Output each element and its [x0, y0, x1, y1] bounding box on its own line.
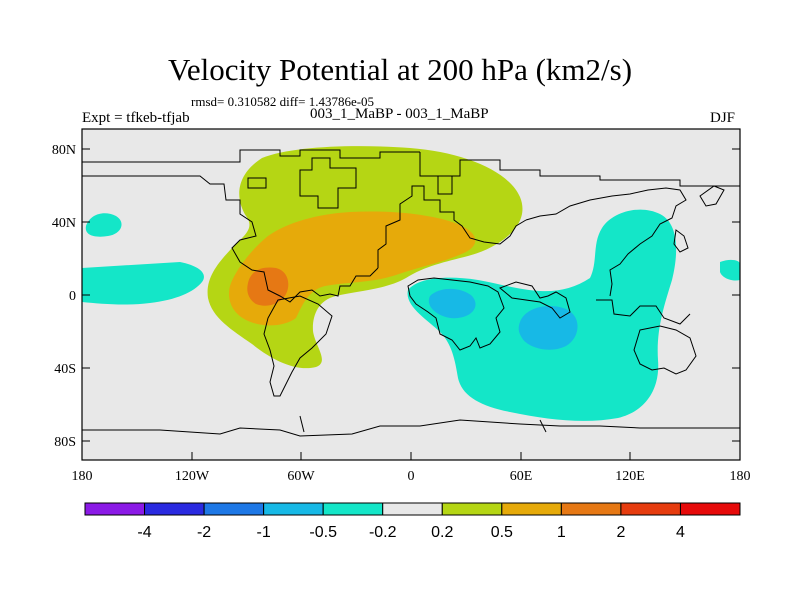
colorbar-label: 4 — [676, 524, 685, 541]
negative-region-0-5-africa — [428, 288, 476, 319]
comparison-label: 003_1_MaBP - 003_1_MaBP — [310, 106, 489, 122]
lat-label-80n: 80N — [52, 143, 76, 158]
negative-region-0-5-ocean — [518, 306, 578, 350]
coastlines — [82, 149, 740, 437]
lon-ticks — [81, 452, 741, 460]
colorbar-label: 1 — [557, 524, 566, 541]
lat-label-40s: 40S — [54, 362, 76, 377]
lat-label-40n: 40N — [52, 216, 76, 231]
lat-label-0: 0 — [69, 289, 76, 304]
colorbar-swatch — [144, 502, 205, 516]
colorbar-label: 0.5 — [491, 524, 513, 541]
negative-region-0-2-west — [82, 262, 204, 305]
colorbar-swatch — [322, 502, 384, 516]
plot-title: Velocity Potential at 200 hPa (km2/s) — [167, 52, 633, 87]
positive-region-1 — [247, 267, 289, 306]
colorbar-swatch — [679, 502, 741, 516]
colorbar-label: -2 — [197, 524, 211, 541]
colorbar-label: 0.2 — [431, 524, 453, 541]
lon-label-120w: 120W — [175, 469, 210, 484]
season-label: DJF — [710, 110, 736, 126]
colorbar-swatch — [203, 502, 265, 516]
stats-line: rmsd= 0.310582 diff= 1.43786e-05 — [191, 94, 375, 109]
colorbar-label: 2 — [616, 524, 625, 541]
negative-region-0-2-far-east — [720, 259, 740, 281]
colorbar-swatch — [441, 502, 503, 516]
colorbar-label: -4 — [137, 524, 151, 541]
experiment-label: Expt = tfkeb-tfjab — [82, 110, 190, 126]
lat-label-80s: 80S — [54, 435, 76, 450]
colorbar: -4 -2 -1 -0.5 -0.2 0.2 0.5 1 2 4 — [84, 502, 741, 541]
negative-region-0-2-pacific — [85, 213, 122, 237]
positive-region-0-5 — [228, 211, 476, 326]
colorbar-label: -0.5 — [309, 524, 337, 541]
colorbar-swatch — [263, 502, 324, 516]
lon-label-180w: 180 — [72, 469, 93, 484]
lon-label-60e: 60E — [510, 469, 533, 484]
colorbar-swatch — [501, 502, 562, 516]
lon-label-180e: 180 — [730, 469, 751, 484]
colorbar-swatch — [620, 502, 681, 516]
lon-label-120e: 120E — [615, 469, 645, 484]
colorbar-swatch — [560, 502, 622, 516]
lon-label-60w: 60W — [287, 469, 315, 484]
colorbar-swatch — [382, 502, 443, 516]
colorbar-swatch — [84, 502, 146, 516]
colorbar-label: -0.2 — [369, 524, 397, 541]
lon-label-0: 0 — [408, 469, 415, 484]
colorbar-label: -1 — [257, 524, 271, 541]
lat-ticks — [82, 148, 740, 442]
